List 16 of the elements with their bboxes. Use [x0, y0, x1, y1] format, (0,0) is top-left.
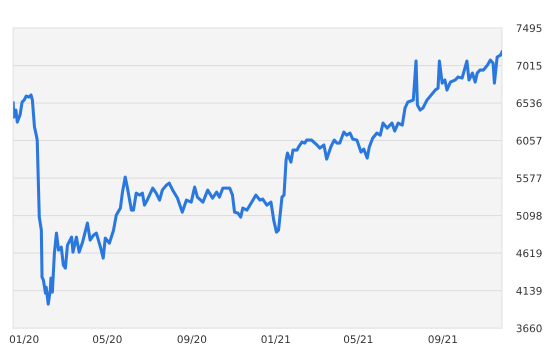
y-tick-label: 3660 [516, 324, 542, 332]
y-tick-label: 5577 [516, 174, 542, 182]
y-tick-label: 6536 [516, 99, 542, 108]
x-tick-label: 05/21 [344, 335, 372, 344]
y-tick-label: 5098 [516, 212, 542, 220]
x-tick-label: 05/20 [93, 335, 122, 344]
line-series [13, 50, 502, 306]
y-tick-label: 7015 [516, 62, 542, 70]
x-tick-label: 01/20 [10, 335, 38, 344]
x-tick-label: 09/21 [428, 335, 457, 344]
y-tick-label: 4619 [516, 249, 542, 258]
x-tick-label: 01/21 [261, 335, 290, 344]
x-tick-label: 09/20 [178, 335, 206, 344]
y-tick-label: 6057 [516, 136, 542, 145]
y-tick-label: 7495 [516, 24, 542, 32]
y-tick-label: 4139 [516, 286, 542, 295]
